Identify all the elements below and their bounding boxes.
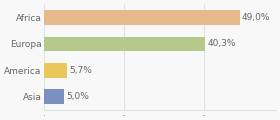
Bar [44, 90, 64, 104]
Text: 5,7%: 5,7% [69, 66, 92, 75]
Text: 5,0%: 5,0% [66, 92, 89, 101]
Bar [44, 10, 240, 25]
Bar [44, 37, 205, 51]
Text: 40,3%: 40,3% [207, 39, 236, 48]
Text: 49,0%: 49,0% [242, 13, 270, 22]
Bar [44, 63, 67, 78]
